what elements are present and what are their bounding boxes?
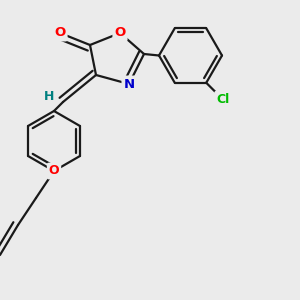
Text: Cl: Cl [216,93,230,106]
Text: O: O [49,164,59,178]
Text: O: O [54,26,66,40]
Text: H: H [44,89,55,103]
Text: O: O [114,26,126,40]
Text: N: N [123,77,135,91]
